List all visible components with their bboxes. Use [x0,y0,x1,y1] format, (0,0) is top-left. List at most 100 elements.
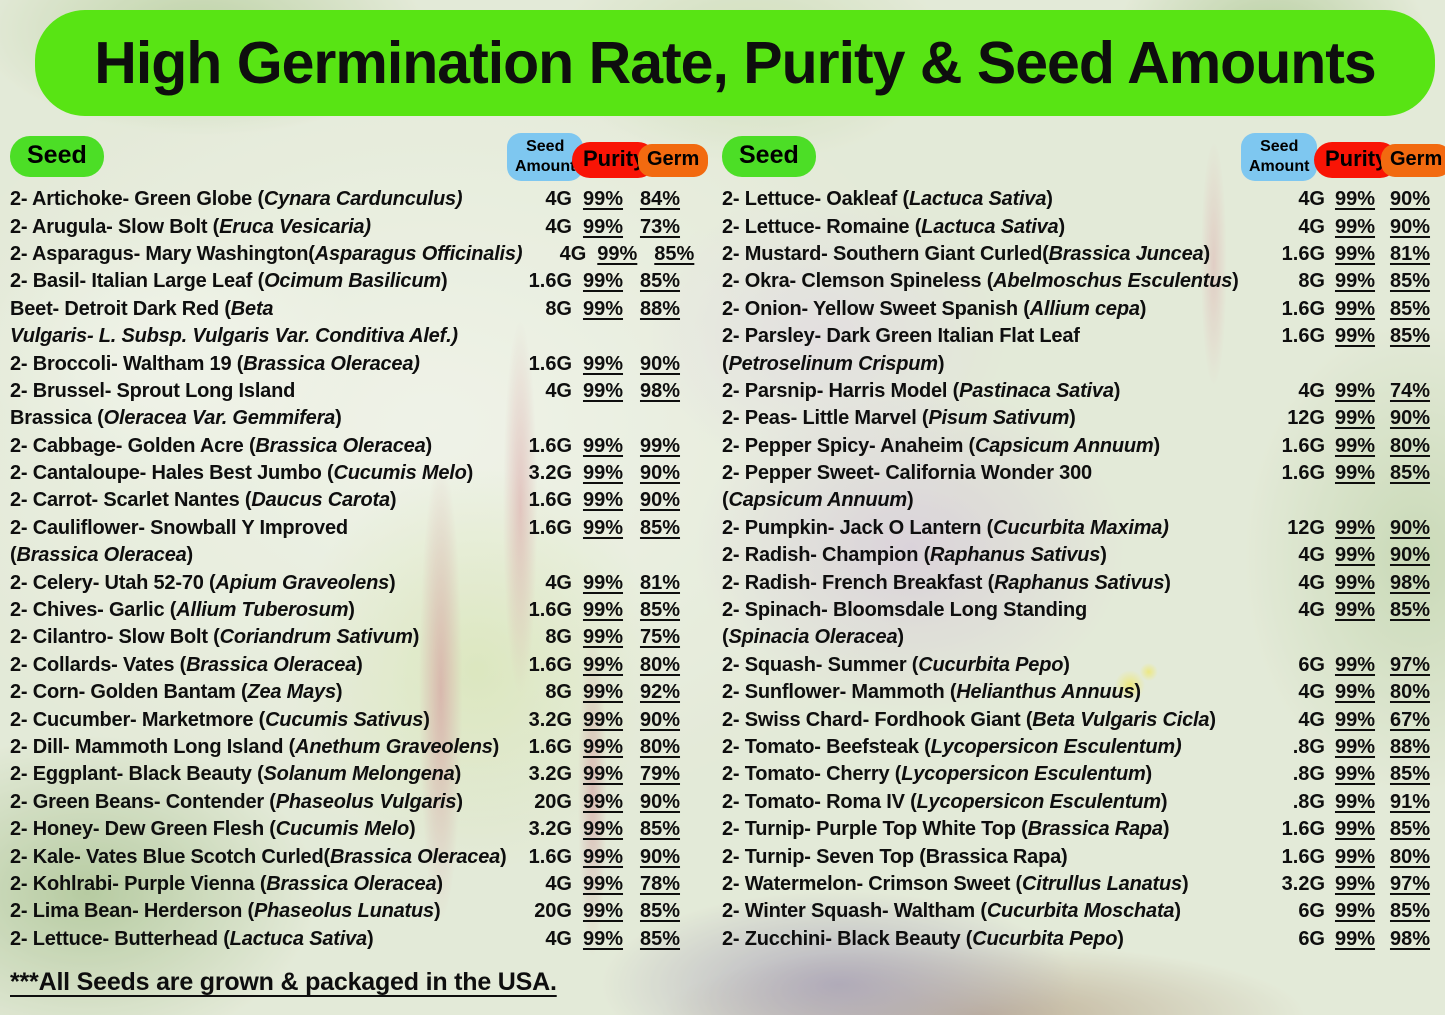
seed-amount-value: 4G [1298,681,1325,704]
seed-name-continued: Brassica (Oleracea Var. Gemmifera) [10,407,342,430]
table-row: 2- Tomato- Roma IV (Lycopersicon Esculen… [722,789,1435,816]
seed-name: 2- Cabbage- Golden Acre (Brassica Olerac… [10,434,432,457]
seed-amount-value: 4G [1298,379,1325,402]
seed-name-continued: (Spinacia Oleracea) [722,626,904,649]
table-row: 2- Cucumber- Marketmore (Cucumis Sativus… [10,706,686,733]
germ-value: 90% [639,462,681,485]
germ-value: 85% [639,927,681,950]
table-row: 2- Zucchini- Black Beauty (Cucurbita Pep… [722,926,1435,953]
germ-value: 85% [1389,763,1431,786]
seed-name: 2- Zucchini- Black Beauty (Cucurbita Pep… [722,927,1124,950]
seed-amount-value: 1.6G [1281,325,1325,348]
germ-value: 67% [1389,708,1431,731]
seed-name: 2- Parsnip- Harris Model (Pastinaca Sati… [722,379,1121,402]
germ-value: 98% [1389,571,1431,594]
seed-name: 2- Lima Bean- Herderson (Phaseolus Lunat… [10,900,441,923]
seed-name: 2- Cucumber- Marketmore (Cucumis Sativus… [10,708,430,731]
table-row: 2- Broccoli- Waltham 19 (Brassica Olerac… [10,350,686,377]
purity-value: 99% [582,434,624,457]
seed-amount-value: 6G [1298,927,1325,950]
table-row: 2- Swiss Chard- Fordhook Giant (Beta Vul… [722,706,1435,733]
germ-value: 85% [1389,297,1431,320]
germ-value: 80% [639,653,681,676]
seed-amount-value: 1.6G [1281,462,1325,485]
table-row: 2- Brussel- Sprout Long Island 4G 99% 98% [10,378,686,405]
germ-value: 90% [639,790,681,813]
seed-name: 2- Eggplant- Black Beauty (Solanum Melon… [10,763,462,786]
germ-value: 90% [1389,407,1431,430]
table-row-continuation: Vulgaris- L. Subsp. Vulgaris Var. Condit… [10,323,686,350]
seed-name: 2- Radish- Champion (Raphanus Sativus) [722,544,1107,567]
purity-value: 99% [1334,790,1376,813]
germ-value: 90% [1389,544,1431,567]
page-title: High Germination Rate, Purity & Seed Amo… [94,30,1376,96]
seed-name: 2- Winter Squash- Waltham (Cucurbita Mos… [722,900,1181,923]
seed-amount-value: 1.6G [528,489,572,512]
purity-value: 99% [582,927,624,950]
purity-value: 99% [1334,215,1376,238]
seed-name: 2- Artichoke- Green Globe (Cynara Cardun… [10,188,463,211]
seed-name-continued: Vulgaris- L. Subsp. Vulgaris Var. Condit… [10,325,458,348]
purity-value: 99% [582,489,624,512]
germ-value: 81% [1389,242,1431,265]
table-row: 2- Artichoke- Green Globe (Cynara Cardun… [10,186,686,213]
table-row: 2- Pepper Spicy- Anaheim (Capsicum Annuu… [722,433,1435,460]
purity-value: 99% [582,790,624,813]
seed-amount-value: 1.6G [528,599,572,622]
germ-value: 85% [639,270,681,293]
seed-amount-value: 1.6G [528,434,572,457]
germ-value: 92% [639,681,681,704]
seed-amount-value: 4G [545,872,572,895]
germ-value: 74% [1389,379,1431,402]
seed-amount-value: 3.2G [528,818,572,841]
table-row: 2- Tomato- Cherry (Lycopersicon Esculent… [722,761,1435,788]
germ-value: 85% [639,516,681,539]
germ-value: 90% [1389,215,1431,238]
table-row: 2- Pepper Sweet- California Wonder 300 1.… [722,460,1435,487]
seed-amount-value: .8G [1292,736,1325,758]
seed-amount-value: 8G [545,681,572,704]
seed-amount-value: 12G [1287,407,1325,430]
germ-value: 88% [1389,736,1431,758]
seed-amount-value: 3.2G [528,462,572,485]
purity-value: 99% [1334,462,1376,485]
purity-value: 99% [582,352,624,375]
table-row: 2- Lima Bean- Herderson (Phaseolus Lunat… [10,898,686,925]
purity-value: 99% [582,653,624,676]
seed-name: 2- Sunflower- Mammoth (Helianthus Annuus… [722,681,1141,704]
purity-value: 99% [1334,681,1376,704]
table-row: Beet- Detroit Dark Red (Beta 8G 99% 88% [10,296,686,323]
seed-name: 2- Peas- Little Marvel (Pisum Sativum) [722,407,1076,430]
table-row-continuation: (Spinacia Oleracea) [722,624,1435,651]
table-row: 2- Carrot- Scarlet Nantes (Daucus Carota… [10,487,686,514]
seed-amount-value: 20G [534,900,572,923]
germ-value: 85% [1389,270,1431,293]
seed-amount-value: 4G [1298,571,1325,594]
germ-value: 80% [1389,434,1431,457]
seed-amount-value: 1.6G [1281,434,1325,457]
table-row: 2- Corn- Golden Bantam (Zea Mays) 8G 99% 92… [10,679,686,706]
germ-column-header-left: Germ [638,144,709,177]
purity-value: 99% [1334,544,1376,567]
table-row: 2- Parsnip- Harris Model (Pastinaca Sati… [722,378,1435,405]
seed-amount-header-line2: Amount [515,158,576,175]
table-row: 2- Spinach- Bloomsdale Long Standing 4G 99… [722,597,1435,624]
germ-value: 90% [639,708,681,731]
table-row: 2- Onion- Yellow Sweet Spanish (Allium c… [722,296,1435,323]
seed-name: 2- Radish- French Breakfast (Raphanus Sa… [722,571,1171,594]
seed-amount-header-line1: Seed [1260,138,1299,155]
seed-amount-value: 4G [545,571,572,594]
germ-value: 85% [1389,818,1431,841]
purity-value: 99% [582,516,624,539]
purity-value: 99% [1334,872,1376,895]
seed-amount-value: 1.6G [528,845,572,868]
seed-name: 2- Parsley- Dark Green Italian Flat Leaf [722,325,1080,348]
table-row: 2- Radish- French Breakfast (Raphanus Sa… [722,569,1435,596]
seed-amount-value: 4G [1298,188,1325,211]
seed-amount-value: .8G [1292,790,1325,813]
seed-amount-value: 3.2G [528,763,572,786]
germ-value: 75% [639,626,681,649]
purity-value: 99% [582,188,624,211]
table-row: 2- Kohlrabi- Purple Vienna (Brassica Ole… [10,871,686,898]
table-row: 2- Green Beans- Contender (Phaseolus Vul… [10,789,686,816]
